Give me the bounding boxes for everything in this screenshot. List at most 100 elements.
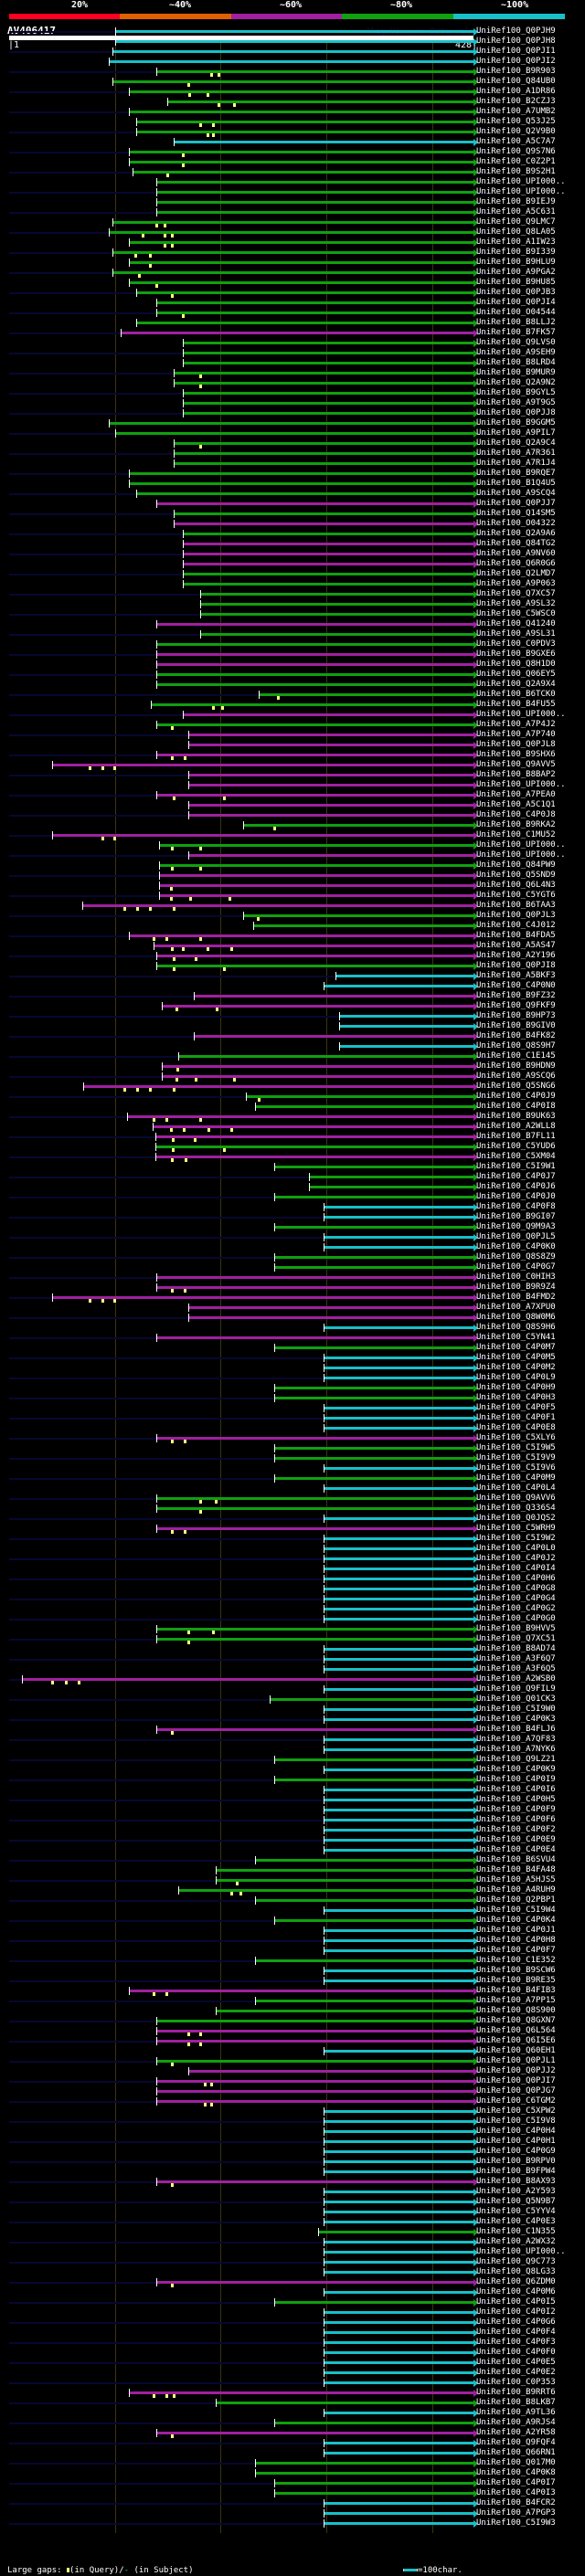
hit-label[interactable]: UniRef100_UPI000.. <box>476 187 566 196</box>
alignment-bar[interactable] <box>156 643 473 646</box>
hit-row[interactable]: UniRef100_B9RE35 <box>0 1976 585 1987</box>
hit-label[interactable]: UniRef100_A7P4J2 <box>476 720 556 729</box>
hit-row[interactable]: UniRef100_C4P0F5 <box>0 1403 585 1414</box>
hit-label[interactable]: UniRef100_Q41240 <box>476 619 556 628</box>
hit-label[interactable]: UniRef100_B8BAP2 <box>476 770 556 779</box>
hit-row[interactable]: UniRef100_B8BAP2 <box>0 770 585 781</box>
alignment-bar[interactable] <box>156 70 473 73</box>
alignment-bar[interactable] <box>135 291 473 294</box>
hit-label[interactable]: UniRef100_B9S2H1 <box>476 167 556 176</box>
hit-row[interactable]: UniRef100_UPI000.. <box>0 710 585 721</box>
hit-label[interactable]: UniRef100_C5I9W2 <box>476 1534 556 1543</box>
alignment-bar[interactable] <box>324 2170 473 2173</box>
alignment-bar[interactable] <box>182 563 473 565</box>
alignment-bar[interactable] <box>156 1628 473 1631</box>
alignment-bar[interactable] <box>324 2361 473 2364</box>
alignment-bar[interactable] <box>158 874 473 877</box>
hit-label[interactable]: UniRef100_C4P0G7 <box>476 1262 556 1272</box>
hit-label[interactable]: UniRef100_UPI000.. <box>476 850 566 860</box>
hit-row[interactable]: UniRef100_B6TCK0 <box>0 690 585 701</box>
alignment-bar[interactable] <box>308 1176 473 1178</box>
alignment-bar[interactable] <box>156 723 473 726</box>
hit-label[interactable]: UniRef100_Q8S9H7 <box>476 1041 556 1050</box>
hit-label[interactable]: UniRef100_Q2LMD7 <box>476 569 556 578</box>
alignment-bar[interactable] <box>156 623 473 626</box>
alignment-bar[interactable] <box>174 442 473 445</box>
hit-row[interactable]: UniRef100_B9RQE7 <box>0 469 585 480</box>
hit-row[interactable]: UniRef100_C4P0F6 <box>0 1815 585 1826</box>
hit-row[interactable]: UniRef100_B9GGM5 <box>0 418 585 429</box>
hit-row[interactable]: UniRef100_B9GYL5 <box>0 388 585 399</box>
hit-row[interactable]: UniRef100_A4RUH9 <box>0 1885 585 1896</box>
hit-label[interactable]: UniRef100_Q0PJI2 <box>476 57 556 66</box>
hit-label[interactable]: UniRef100_A9PIL7 <box>476 428 556 438</box>
alignment-bar[interactable] <box>187 814 473 817</box>
hit-row[interactable]: UniRef100_B9R903 <box>0 67 585 78</box>
hit-row[interactable]: UniRef100_Q9S7N6 <box>0 147 585 158</box>
hit-row[interactable]: UniRef100_C4P0G4 <box>0 1594 585 1605</box>
alignment-bar[interactable] <box>156 673 473 676</box>
alignment-bar[interactable] <box>128 472 473 475</box>
alignment-bar[interactable] <box>174 141 473 143</box>
hit-label[interactable]: UniRef100_Q9LVS0 <box>476 338 556 347</box>
hit-label[interactable]: UniRef100_A1DR86 <box>476 87 556 96</box>
hit-label[interactable]: UniRef100_Q8LG33 <box>476 2267 556 2276</box>
alignment-bar[interactable] <box>156 1728 473 1731</box>
hit-label[interactable]: UniRef100_C4P0I2 <box>476 2307 556 2317</box>
alignment-bar[interactable] <box>156 1286 473 1289</box>
alignment-bar[interactable] <box>162 1075 473 1078</box>
hit-row[interactable]: UniRef100_C4P0I3 <box>0 2488 585 2499</box>
hit-label[interactable]: UniRef100_Q9LMC7 <box>476 217 556 227</box>
hit-row[interactable]: UniRef100_C1N355 <box>0 2227 585 2238</box>
hit-label[interactable]: UniRef100_A9P063 <box>476 579 556 588</box>
hit-label[interactable]: UniRef100_Q14SM5 <box>476 509 556 518</box>
hit-label[interactable]: UniRef100_B4FA48 <box>476 1865 556 1874</box>
alignment-bar[interactable] <box>324 1748 473 1751</box>
hit-row[interactable]: UniRef100_Q0PJJ7 <box>0 499 585 510</box>
hit-row[interactable]: UniRef100_B4FK82 <box>0 1031 585 1042</box>
hit-label[interactable]: UniRef100_C4P0G8 <box>476 1584 556 1593</box>
hit-label[interactable]: UniRef100_Q5SND9 <box>476 871 556 880</box>
alignment-bar[interactable] <box>324 1367 473 1369</box>
alignment-bar[interactable] <box>187 744 473 746</box>
hit-label[interactable]: UniRef100_A2WSB0 <box>476 1674 556 1684</box>
hit-label[interactable]: UniRef100_Q9FQF4 <box>476 2438 556 2447</box>
hit-row[interactable]: UniRef100_Q2LMD7 <box>0 569 585 580</box>
alignment-bar[interactable] <box>324 1789 473 1791</box>
hit-label[interactable]: UniRef100_B8AD74 <box>476 1644 556 1653</box>
alignment-bar[interactable] <box>128 482 473 485</box>
hit-row[interactable]: UniRef100_B4FMD2 <box>0 1293 585 1304</box>
alignment-bar[interactable] <box>182 573 473 575</box>
hit-label[interactable]: UniRef100_C4P0J6 <box>476 1182 556 1191</box>
hit-row[interactable]: UniRef100_C4P0G9 <box>0 2147 585 2158</box>
hit-row[interactable]: UniRef100_C5I9W1 <box>0 1162 585 1173</box>
hit-row[interactable]: UniRef100_A3F6Q5 <box>0 1664 585 1675</box>
hit-label[interactable]: UniRef100_A9NV60 <box>476 549 556 558</box>
alignment-bar[interactable] <box>22 1678 473 1681</box>
alignment-bar[interactable] <box>156 2060 473 2063</box>
hit-label[interactable]: UniRef100_A9SL31 <box>476 629 556 639</box>
hit-label[interactable]: UniRef100_C4P0I3 <box>476 2488 556 2497</box>
hit-row[interactable]: UniRef100_C5I9W3 <box>0 2518 585 2529</box>
hit-row[interactable]: UniRef100_Q9C773 <box>0 2257 585 2268</box>
hit-label[interactable]: UniRef100_B8LLJ2 <box>476 318 556 327</box>
hit-row[interactable]: UniRef100_Q0PJL1 <box>0 2056 585 2067</box>
hit-label[interactable]: UniRef100_Q0PJH9 <box>476 26 556 36</box>
hit-row[interactable]: UniRef100_A9T9G5 <box>0 398 585 409</box>
hit-row[interactable]: UniRef100_Q5SNG6 <box>0 1082 585 1093</box>
hit-row[interactable]: UniRef100_C5I9W5 <box>0 1443 585 1454</box>
alignment-bar[interactable] <box>115 40 473 43</box>
alignment-bar[interactable] <box>324 1688 473 1691</box>
hit-row[interactable]: UniRef100_C5XM04 <box>0 1152 585 1163</box>
alignment-bar[interactable] <box>324 1929 473 1932</box>
hit-row[interactable]: UniRef100_C0HIH3 <box>0 1272 585 1283</box>
hit-row[interactable]: UniRef100_C4P0M7 <box>0 1343 585 1354</box>
alignment-bar[interactable] <box>324 1768 473 1771</box>
hit-label[interactable]: UniRef100_Q2PBP1 <box>476 1895 556 1905</box>
alignment-bar[interactable] <box>199 613 473 616</box>
alignment-bar[interactable] <box>174 372 473 375</box>
hit-row[interactable]: UniRef100_Q0PJG7 <box>0 2086 585 2097</box>
alignment-bar[interactable] <box>156 2040 473 2043</box>
alignment-bar[interactable] <box>324 1949 473 1952</box>
hit-row[interactable]: UniRef100_B2CZJ3 <box>0 97 585 108</box>
